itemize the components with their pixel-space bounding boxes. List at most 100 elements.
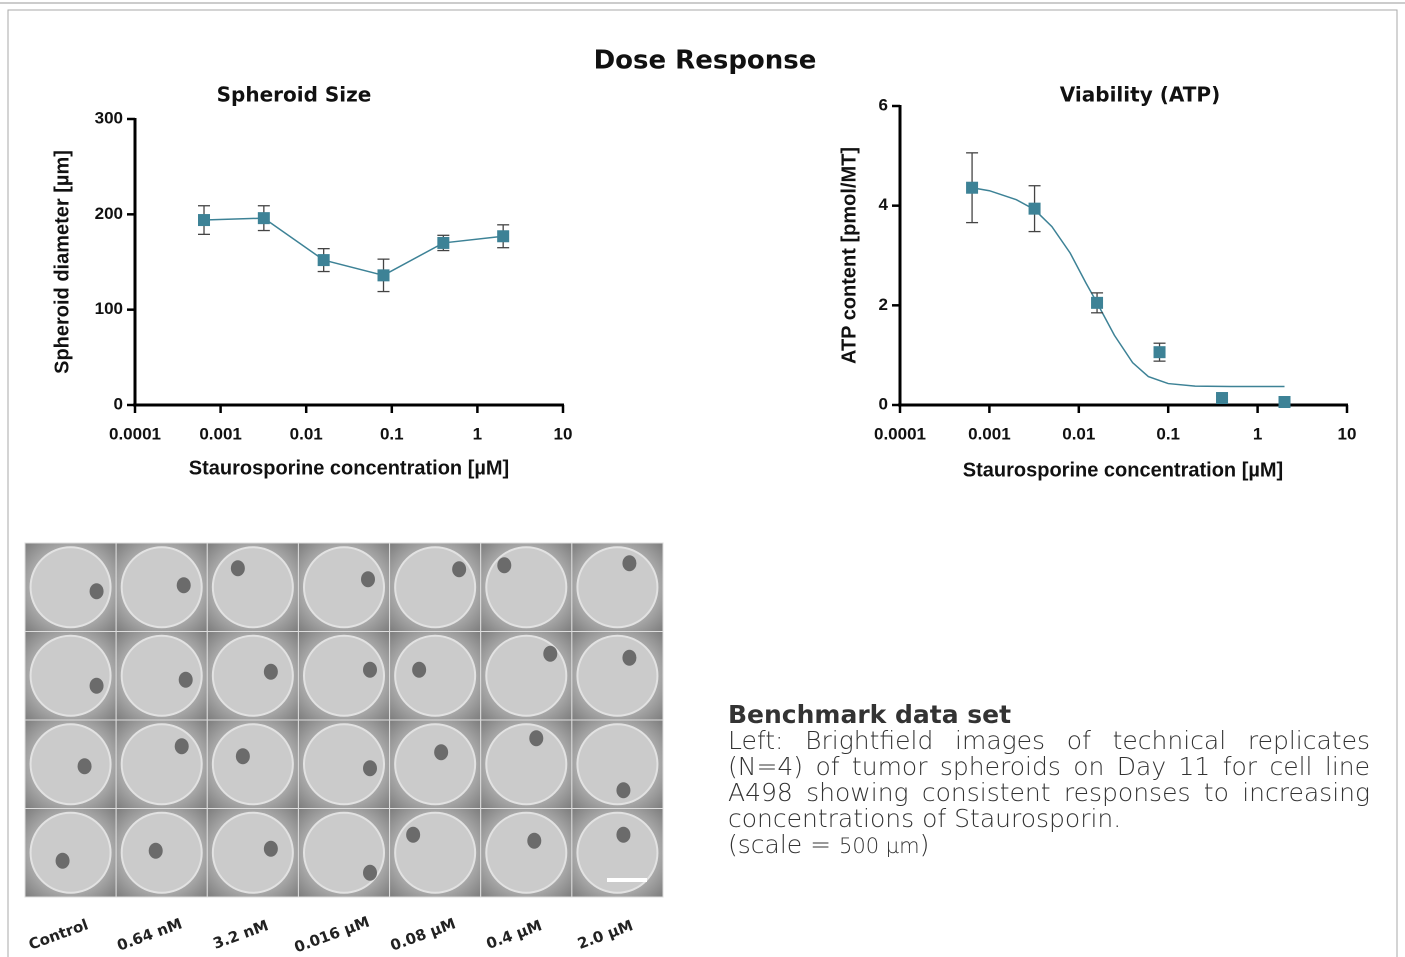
marker xyxy=(317,254,330,267)
caption-body: Left: Brightfield images of technical re… xyxy=(728,726,1370,833)
image-label: 0.64 nM xyxy=(115,914,185,954)
well xyxy=(211,811,294,894)
y-tick-label: 200 xyxy=(95,204,123,223)
well xyxy=(29,634,112,717)
x-axis-label: Staurosporine concentration [µM] xyxy=(189,457,509,479)
spheroid xyxy=(148,842,163,859)
marker xyxy=(1091,296,1104,309)
x-tick-label: 0.01 xyxy=(290,424,323,443)
well xyxy=(576,723,659,806)
spheroid xyxy=(174,738,189,755)
spheroid xyxy=(235,748,250,765)
spheroid xyxy=(55,852,70,869)
spheroid xyxy=(263,663,278,680)
scale-suffix: ) xyxy=(919,830,930,859)
y-axis-label: ATP content [pmol/MT] xyxy=(838,147,860,364)
marker xyxy=(1216,392,1229,405)
series-line xyxy=(203,217,504,277)
marker xyxy=(377,269,390,282)
x-axis-label: Staurosporine concentration [µM] xyxy=(963,459,1283,481)
x-tick-label: 0.1 xyxy=(380,424,404,443)
well xyxy=(394,546,477,629)
image-label: 3.2 nM xyxy=(211,916,271,953)
x-tick-label: 0.0001 xyxy=(109,424,161,443)
spheroid xyxy=(361,571,375,588)
fit-curve xyxy=(971,186,1285,388)
y-tick-label: 2 xyxy=(879,295,888,314)
caption: Benchmark data set Left: Brightfield ima… xyxy=(728,702,1370,859)
well xyxy=(29,546,112,629)
x-tick-label: 0.001 xyxy=(968,424,1011,443)
well xyxy=(394,723,477,806)
well xyxy=(29,811,112,894)
spheroid xyxy=(363,760,377,777)
well xyxy=(29,723,112,806)
x-tick-label: 0.0001 xyxy=(874,424,926,443)
y-tick-label: 4 xyxy=(879,195,889,214)
marker xyxy=(1153,346,1166,359)
spheroid xyxy=(77,758,92,775)
well xyxy=(576,634,659,717)
y-tick-label: 300 xyxy=(95,108,123,127)
x-tick-label: 0.001 xyxy=(199,424,242,443)
image-label: Control xyxy=(26,915,90,953)
well xyxy=(211,546,294,629)
spheroid xyxy=(178,671,193,688)
well xyxy=(485,811,568,894)
x-tick-label: 1 xyxy=(1253,424,1262,443)
marker xyxy=(966,181,979,194)
spheroid xyxy=(412,661,427,678)
spheroid xyxy=(543,645,558,662)
x-tick-label: 10 xyxy=(554,424,573,443)
y-tick-label: 0 xyxy=(114,394,123,413)
well xyxy=(576,546,659,629)
marker xyxy=(497,230,510,243)
x-tick-label: 1 xyxy=(473,424,482,443)
spheroid xyxy=(263,840,278,857)
spheroid xyxy=(89,583,104,600)
well xyxy=(120,546,203,629)
well xyxy=(303,811,385,894)
well xyxy=(303,546,385,629)
spheroid xyxy=(616,826,631,843)
caption-heading: Benchmark data set xyxy=(728,700,1012,729)
chart-title: Spheroid Size xyxy=(217,83,372,107)
marker xyxy=(257,212,270,225)
image-label: 2.0 µM xyxy=(575,916,635,953)
spheroid xyxy=(363,661,377,678)
well xyxy=(394,811,477,894)
spheroid xyxy=(434,744,449,761)
well xyxy=(211,723,294,806)
spheroid xyxy=(622,649,637,666)
chart-title: Viability (ATP) xyxy=(1060,83,1220,107)
image-grid xyxy=(24,542,664,898)
spheroid xyxy=(616,782,631,799)
spheroid xyxy=(622,555,637,572)
well xyxy=(120,723,203,806)
marker xyxy=(1278,396,1291,409)
x-tick-label: 0.01 xyxy=(1062,424,1095,443)
well xyxy=(394,634,477,717)
spheroid xyxy=(363,864,377,881)
marker xyxy=(437,236,450,249)
well xyxy=(303,723,385,806)
marker xyxy=(1028,202,1041,215)
figure-title: Dose Response xyxy=(594,46,817,76)
well xyxy=(485,723,568,806)
x-tick-label: 0.1 xyxy=(1156,424,1180,443)
y-tick-label: 6 xyxy=(879,95,888,114)
spheroid xyxy=(529,730,544,747)
image-label: 0.016 µM xyxy=(292,913,372,957)
frame xyxy=(7,9,1398,957)
scale-value: 500 µm xyxy=(839,834,920,858)
well xyxy=(303,634,385,717)
y-tick-label: 0 xyxy=(879,394,888,413)
x-tick-label: 10 xyxy=(1338,424,1357,443)
spheroid xyxy=(497,557,512,574)
spheroid xyxy=(89,677,104,694)
spheroid xyxy=(406,826,421,843)
well xyxy=(211,634,294,717)
spheroid xyxy=(527,832,542,849)
